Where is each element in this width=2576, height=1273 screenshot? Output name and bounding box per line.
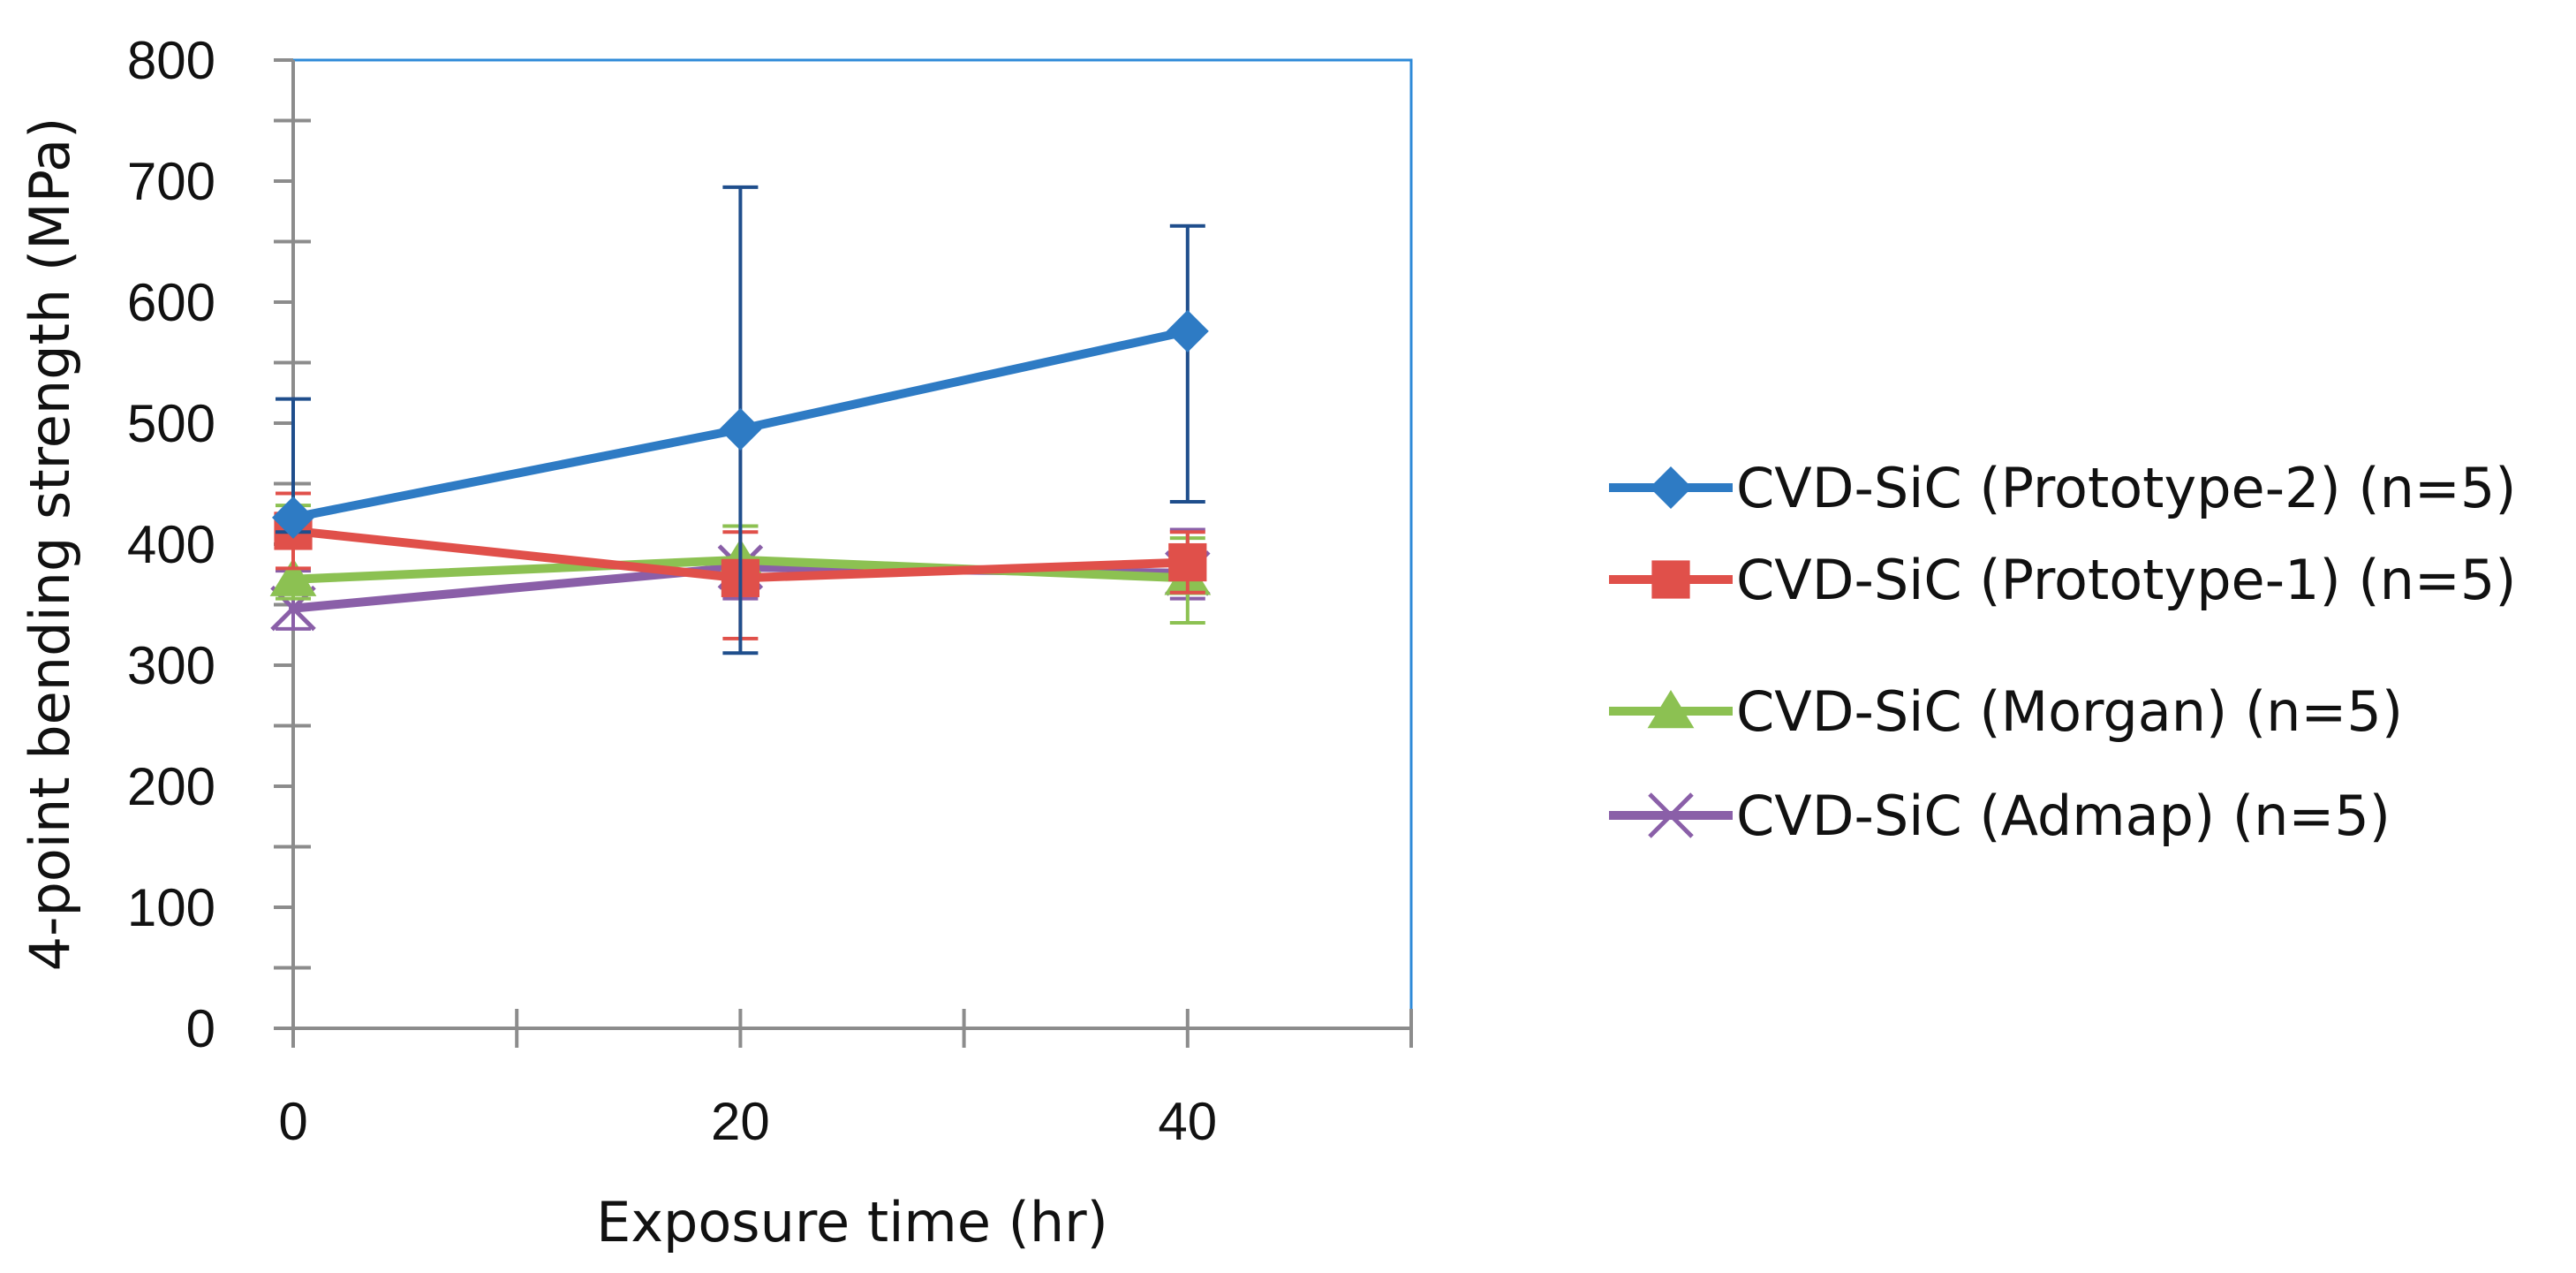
legend-item: CVD-SiC (Morgan) (n=5) [1609, 679, 2403, 744]
legend-marker [1647, 690, 1695, 729]
legend: CVD-SiC (Prototype-2) (n=5) CVD-SiC (Prot… [1609, 456, 2516, 848]
legend-marker [1648, 792, 1694, 838]
series-1 [272, 185, 1209, 655]
data-point [1168, 542, 1207, 582]
data-point [269, 557, 317, 596]
data-point [272, 496, 314, 539]
y-tick-label: 100 [127, 878, 215, 937]
series-layer [269, 185, 1212, 655]
x-tick-labels: 0 20 40 [278, 1092, 1217, 1151]
y-tick-labels: 0 100 200 300 400 500 600 700 800 [127, 31, 215, 1058]
y-tick-label: 500 [127, 394, 215, 453]
y-tick-label: 800 [127, 31, 215, 90]
data-point [719, 407, 762, 451]
y-tick-label: 300 [127, 636, 215, 695]
x-tick-label: 0 [278, 1092, 307, 1151]
x-axis-ticks [291, 1009, 1413, 1048]
legend-label: CVD-SiC (Admap) (n=5) [1736, 784, 2391, 848]
y-tick-label: 600 [127, 273, 215, 332]
y-tick-label: 400 [127, 515, 215, 574]
x-tick-label: 20 [711, 1092, 770, 1151]
legend-item: CVD-SiC (Prototype-1) (n=5) [1609, 548, 2516, 612]
x-axis-title: Exposure time (hr) [596, 1190, 1108, 1254]
y-axis-title: 4-point bending strength (MPa) [18, 117, 82, 972]
legend-item: CVD-SiC (Admap) (n=5) [1609, 784, 2391, 848]
legend-marker [1650, 466, 1692, 509]
y-tick-label: 200 [127, 757, 215, 816]
legend-marker [1651, 560, 1690, 599]
legend-label: CVD-SiC (Prototype-2) (n=5) [1736, 456, 2516, 520]
legend-label: CVD-SiC (Prototype-1) (n=5) [1736, 548, 2516, 612]
legend-label: CVD-SiC (Morgan) (n=5) [1736, 679, 2403, 744]
x-tick-label: 40 [1158, 1092, 1217, 1151]
legend-item: CVD-SiC (Prototype-2) (n=5) [1609, 456, 2516, 520]
data-point [1166, 309, 1209, 352]
error-bar [1169, 224, 1205, 504]
y-tick-label: 700 [127, 152, 215, 211]
y-tick-label: 0 [186, 999, 215, 1058]
